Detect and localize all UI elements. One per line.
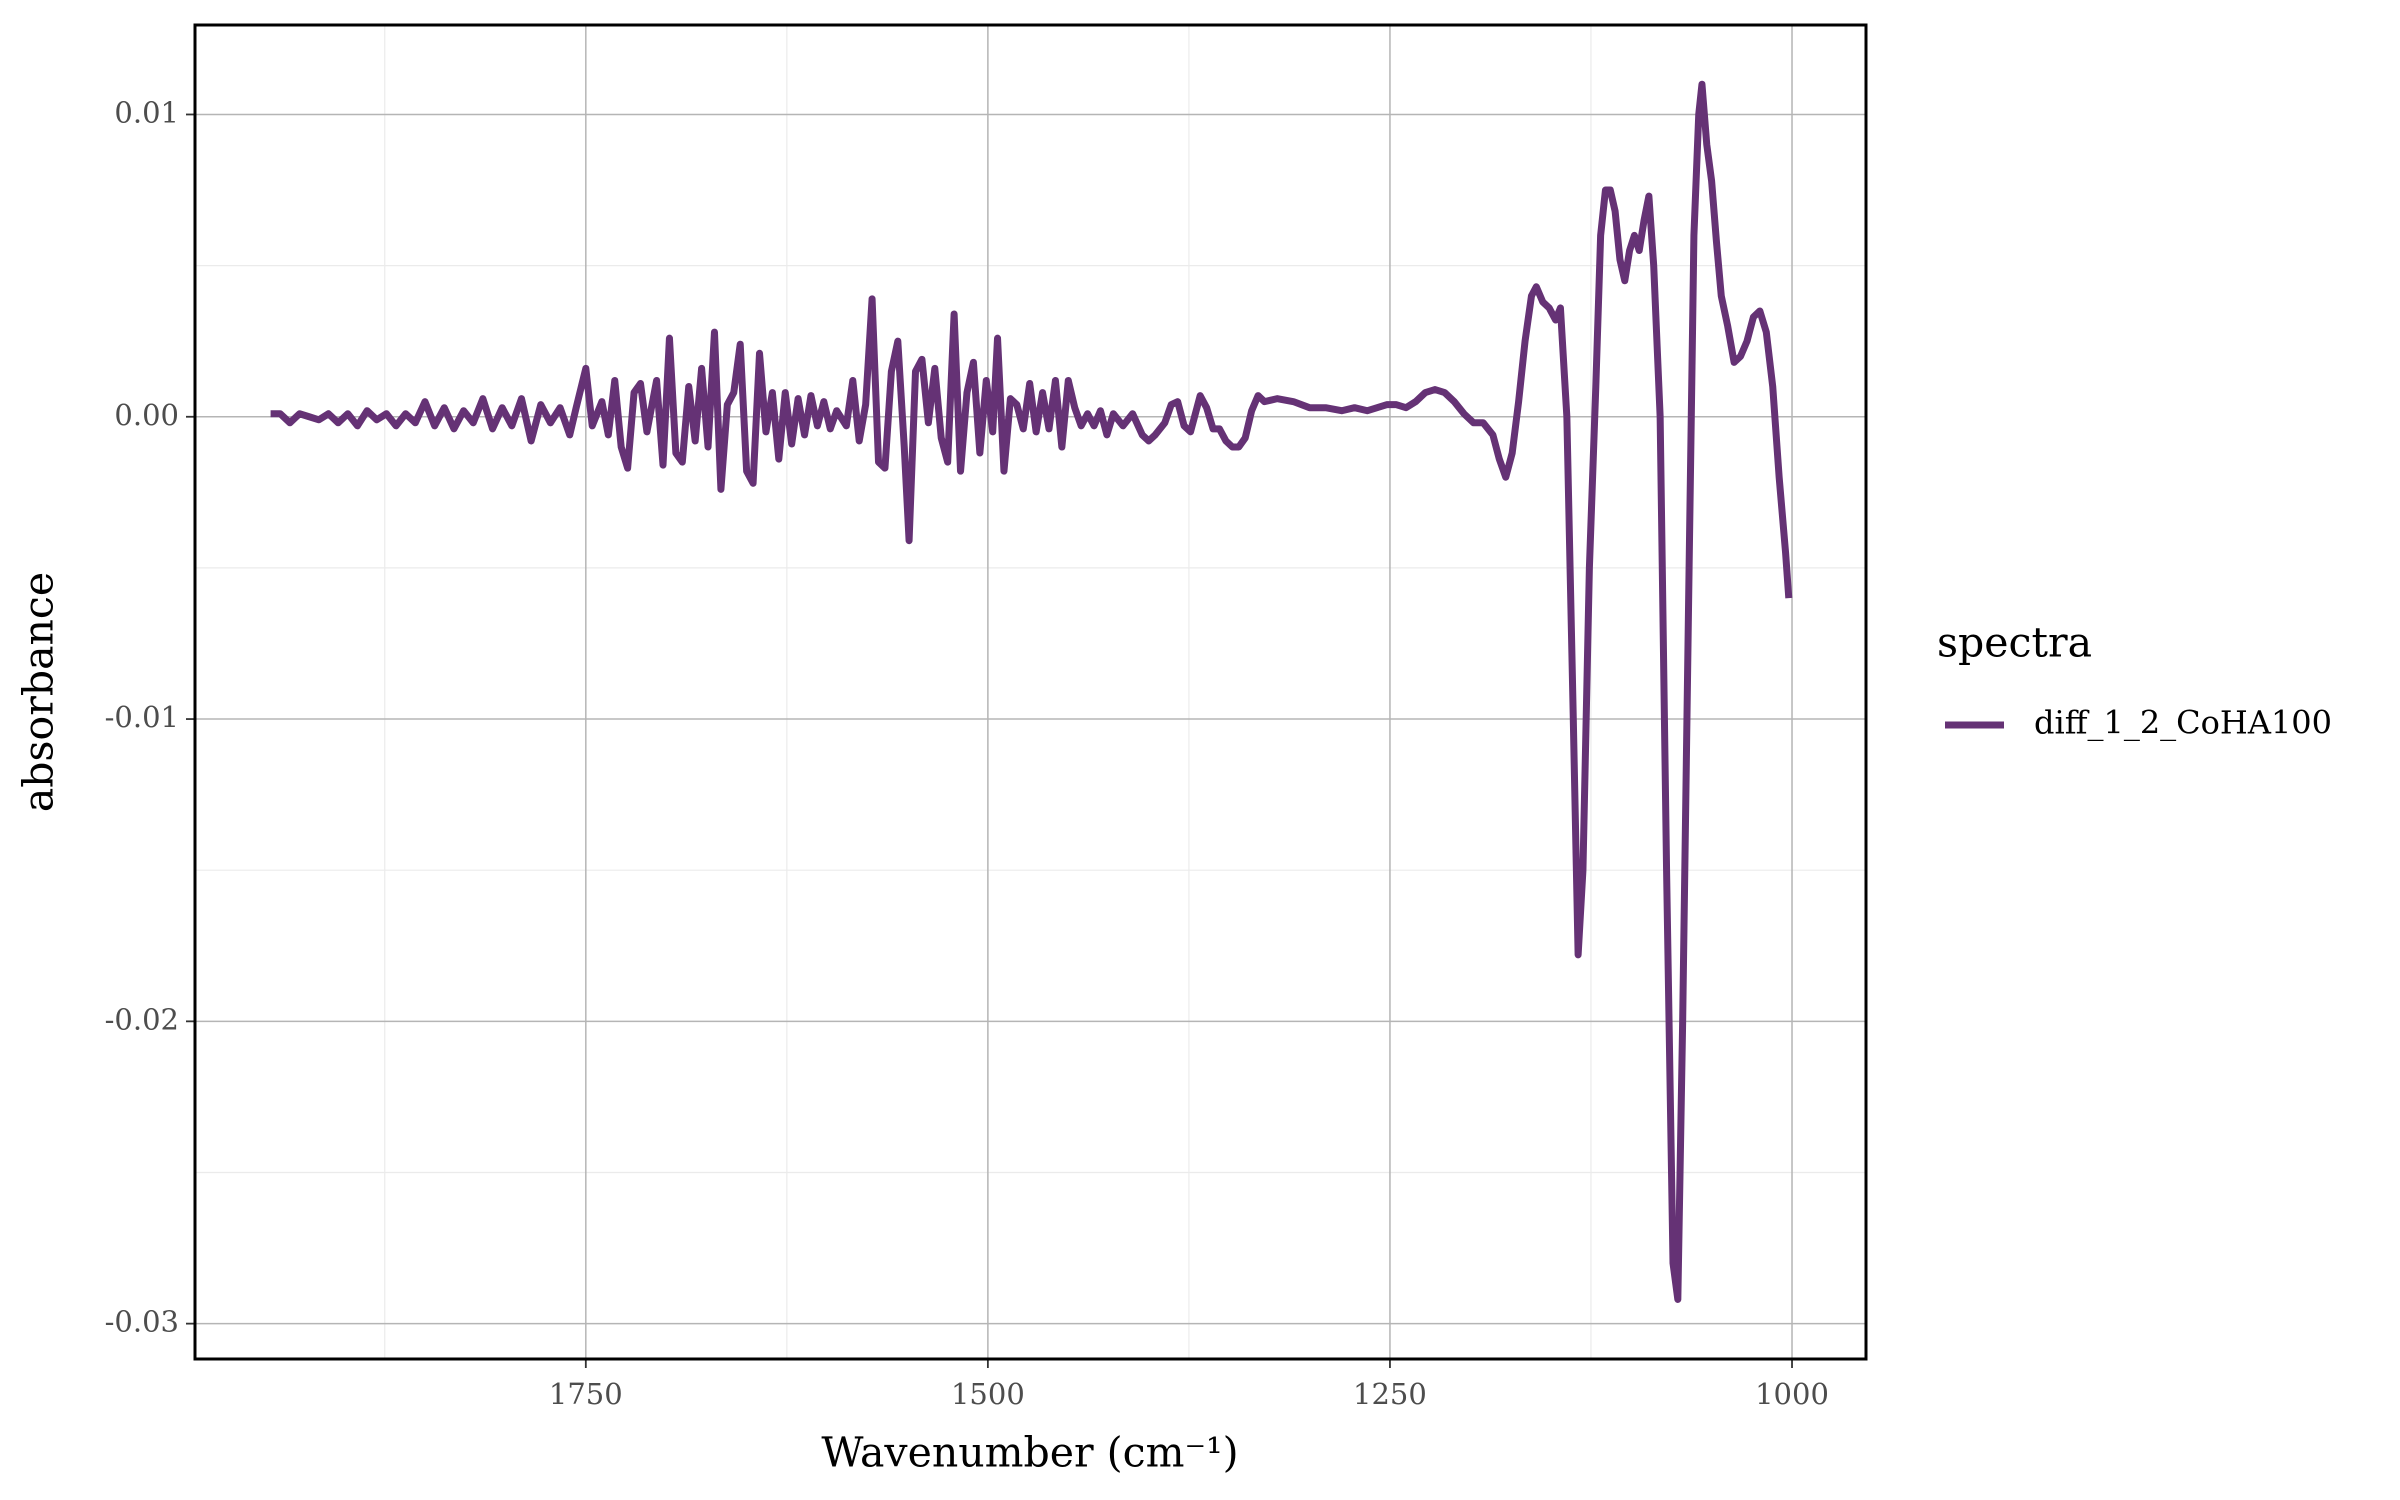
y-axis-title: absorbance — [15, 572, 63, 812]
series-line — [270, 80, 1793, 1303]
x-tick-label: 1750 — [549, 1377, 623, 1411]
x-tick-label: 1500 — [951, 1377, 1025, 1411]
x-tick-label: 1000 — [1755, 1377, 1829, 1411]
legend-label: diff_1_2_CoHA100 — [2034, 704, 2332, 742]
plot-border — [193, 23, 1868, 1361]
y-tick-label: 0.00 — [114, 398, 179, 432]
y-tick-label: -0.01 — [105, 700, 179, 734]
x-axis-title: Wavenumber (cm⁻¹) — [821, 1429, 1238, 1477]
y-tick-label: -0.02 — [105, 1002, 179, 1036]
y-tick-label: 0.01 — [114, 95, 179, 129]
x-tick-label: 1250 — [1353, 1377, 1427, 1411]
y-tick-label: -0.03 — [105, 1305, 179, 1339]
legend-title: spectra — [1937, 619, 2092, 667]
